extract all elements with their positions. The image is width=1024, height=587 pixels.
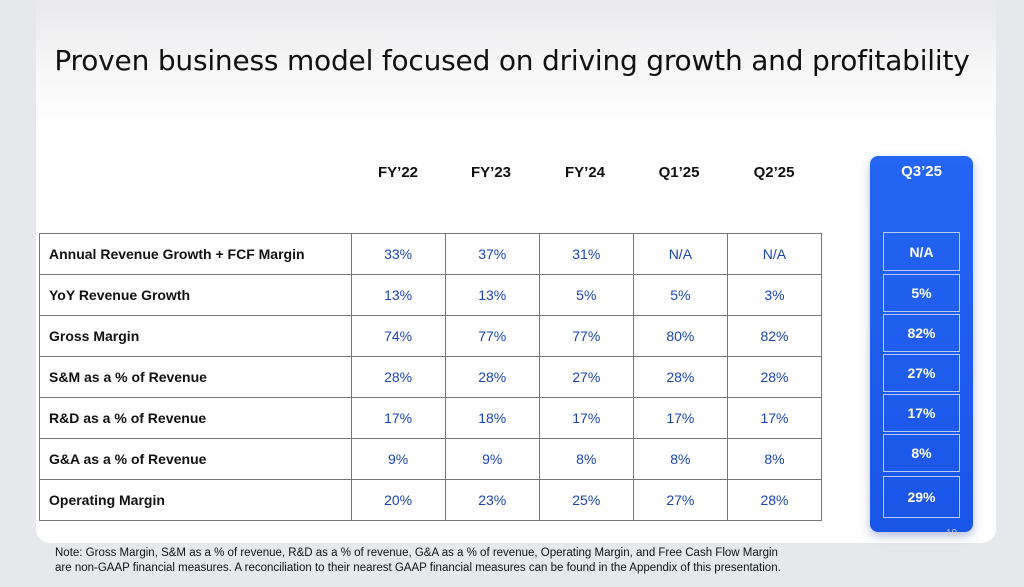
table-cell: 17% [350,397,446,439]
table-cell: 9% [350,438,446,480]
highlight-cell: 5% [883,274,960,312]
table-cell: 82% [726,315,823,357]
row-label: Operating Margin [39,479,352,521]
table-row: R&D as a % of Revenue 17% 18% 17% 17% 17… [39,397,823,439]
row-label: Annual Revenue Growth + FCF Margin [39,233,352,275]
highlight-cell: N/A [883,232,960,271]
row-label: R&D as a % of Revenue [39,397,352,439]
table-cell: 18% [444,397,540,439]
row-label: G&A as a % of Revenue [39,438,352,480]
column-header-fy23: FY’23 [470,164,512,181]
table-cell: 17% [726,397,823,439]
highlight-cell: 17% [883,394,960,432]
table-row: G&A as a % of Revenue 9% 9% 8% 8% 8% [39,438,823,480]
table-cell: 31% [538,233,634,275]
page-number: 10 [946,528,958,539]
metrics-table: Annual Revenue Growth + FCF Margin 33% 3… [39,233,823,521]
table-cell: 28% [444,356,540,398]
table-cell: 77% [538,315,634,357]
table-cell: 33% [350,233,446,275]
table-cell: 37% [444,233,540,275]
table-cell: 27% [538,356,634,398]
footnote: Note: Gross Margin, S&M as a % of revenu… [55,546,781,576]
table-cell: 9% [444,438,540,480]
footnote-line: Note: Gross Margin, S&M as a % of revenu… [55,547,778,559]
row-label: S&M as a % of Revenue [39,356,352,398]
table-row: YoY Revenue Growth 13% 13% 5% 5% 3% [39,274,823,316]
column-header-q1-25: Q1’25 [658,164,700,181]
table-cell: 5% [632,274,728,316]
table-cell: N/A [632,233,728,275]
q3-25-highlight-column: Q3’25 N/A 5% 82% 27% 17% 8% 29% [870,156,973,532]
table-cell: 28% [726,356,823,398]
row-label: YoY Revenue Growth [39,274,352,316]
table-cell: 3% [726,274,823,316]
footnote-line: are non-GAAP financial measures. A recon… [55,562,781,574]
row-label: Gross Margin [39,315,352,357]
table-cell: N/A [726,233,823,275]
page-title: Proven business model focused on driving… [54,44,970,77]
table-cell: 8% [726,438,823,480]
table-cell: 23% [444,479,540,521]
table-row: Annual Revenue Growth + FCF Margin 33% 3… [39,233,823,275]
column-header-fy24: FY’24 [564,164,606,181]
table-cell: 17% [538,397,634,439]
table-cell: 5% [538,274,634,316]
table-cell: 20% [350,479,446,521]
table-cell: 74% [350,315,446,357]
table-row: S&M as a % of Revenue 28% 28% 27% 28% 28… [39,356,823,398]
column-header-q2-25: Q2’25 [753,164,795,181]
table-cell: 8% [538,438,634,480]
highlight-cell: 82% [883,314,960,352]
column-header-fy22: FY’22 [377,164,419,181]
table-cell: 77% [444,315,540,357]
highlight-cell: 27% [883,354,960,392]
table-row: Gross Margin 74% 77% 77% 80% 82% [39,315,823,357]
table-cell: 28% [726,479,823,521]
table-cell: 25% [538,479,634,521]
highlight-cell: 8% [883,434,960,472]
table-cell: 13% [350,274,446,316]
table-cell: 27% [632,479,728,521]
table-row: Operating Margin 20% 23% 25% 27% 28% [39,479,823,521]
table-cell: 28% [632,356,728,398]
table-cell: 17% [632,397,728,439]
table-cell: 8% [632,438,728,480]
table-cell: 13% [444,274,540,316]
highlight-cell: 29% [883,476,960,518]
table-cell: 80% [632,315,728,357]
table-cell: 28% [350,356,446,398]
column-header-q3-25: Q3’25 [901,163,942,180]
